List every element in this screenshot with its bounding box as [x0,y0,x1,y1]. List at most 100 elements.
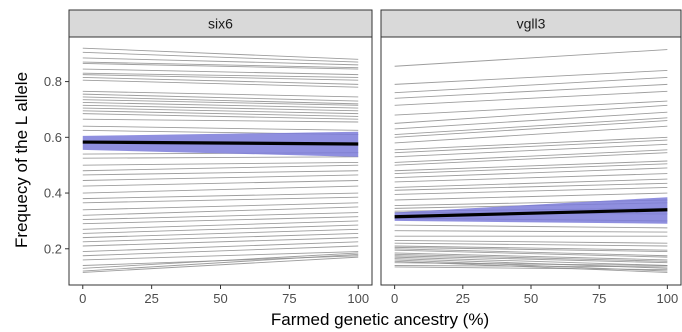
thin-line [394,187,668,195]
x-tick-label: 50 [213,291,227,306]
x-tick-label: 50 [524,291,538,306]
thin-line [82,118,359,123]
y-tick-label: 0.2 [44,241,62,256]
x-tick-label: 100 [347,291,369,306]
thin-line [82,68,359,76]
thin-line [82,202,359,211]
thin-line [394,90,668,106]
thin-line [394,100,668,116]
thin-line [82,107,359,115]
thin-line [82,241,359,253]
facet-strip-label: six6 [208,16,233,32]
facet-strip-label: vgll3 [517,16,546,32]
thin-line [394,242,668,247]
thin-line [394,83,668,99]
thin-line [82,99,359,106]
thin-line [394,266,668,271]
facet-strip [380,9,682,38]
thin-line [82,47,359,60]
plot-marks [82,47,359,273]
thin-line [394,248,668,257]
thin-line [82,224,359,234]
y-axis-title: Frequecy of the L allele [12,72,31,248]
x-axis-title: Farmed genetic ancestry (%) [271,310,489,329]
thin-line [394,136,668,151]
thin-line [82,102,359,109]
mean-line [394,208,668,219]
thin-line [394,192,668,201]
thin-line [82,72,359,78]
thin-line [82,125,359,131]
thin-line [394,245,668,251]
x-tick-label: 75 [282,291,296,306]
thin-line [82,51,359,63]
thin-line [394,69,668,85]
thin-line [394,143,668,158]
thin-line [394,173,668,183]
thin-line [82,164,359,172]
thin-line [394,49,668,67]
thin-line [82,74,359,81]
thin-line [394,224,668,229]
thin-line [82,161,359,166]
thin-line [394,152,668,166]
thin-line [394,249,668,258]
y-axis: 0.2 0.4 0.6 0.8 [44,74,69,256]
thin-line [82,212,359,220]
thin-line [82,110,359,117]
thin-line [394,265,668,268]
x-tick-label: 25 [144,291,158,306]
thin-line [394,262,668,266]
thin-line [394,125,668,144]
thin-line [394,160,668,172]
thin-line [82,93,359,102]
plot-marks [394,49,668,273]
thin-line [82,228,359,239]
panel-vgll3: vgll3 0 25 50 75 100 [380,9,682,306]
y-tick-label: 0.6 [44,130,62,145]
thin-line [82,156,359,159]
thin-line [82,61,359,69]
thin-line [82,180,359,187]
thin-line [394,117,668,135]
mean-line [82,140,359,146]
thin-line [82,192,359,200]
thin-line [82,253,359,272]
thin-line [82,76,359,85]
thin-line [394,163,668,174]
thin-line [394,246,668,253]
thin-line [82,216,359,225]
thin-line [394,178,668,188]
confidence-ribbon [394,197,668,224]
thin-line [394,252,668,261]
thin-line [82,232,359,243]
x-tick-label: 0 [391,291,398,306]
x-tick-label: 75 [592,291,606,306]
thin-line [82,57,359,66]
x-tick-label: 0 [79,291,86,306]
thin-line [82,96,359,105]
thin-line [82,79,359,88]
facet-strip [68,9,373,38]
chart-panels: six6 0 25 50 75 100 vgll3 0 25 50 75 100 [68,9,682,306]
thin-line [82,252,359,269]
thin-line [82,256,359,273]
thin-line [394,120,668,138]
thin-line [82,237,359,247]
x-tick-label: 100 [657,291,679,306]
thin-line [82,113,359,120]
thin-line [82,196,359,204]
thin-line [394,139,668,154]
thin-line [394,256,668,266]
thin-line [82,170,359,176]
y-tick-label: 0.4 [44,186,62,201]
thin-line [394,182,668,191]
thin-line [82,63,359,70]
thin-line [394,167,668,179]
thin-line [82,220,359,230]
thin-line [394,104,668,124]
thin-line [82,206,359,216]
thin-line [394,76,668,94]
thin-line [394,149,668,163]
